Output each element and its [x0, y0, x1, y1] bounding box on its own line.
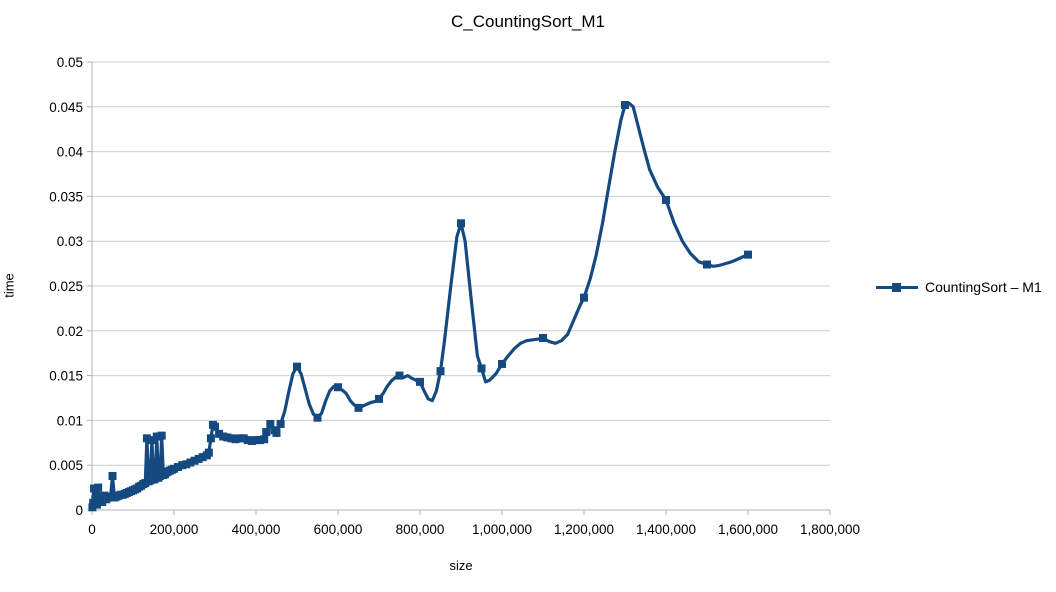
- data-point-marker: [186, 458, 195, 467]
- data-point-marker: [178, 461, 187, 470]
- y-tick-label: 0.02: [57, 324, 83, 339]
- data-point-marker: [293, 362, 301, 371]
- x-tick-label: 800,000: [396, 522, 445, 537]
- series-line: [90, 101, 750, 509]
- x-tick-label: 1,800,000: [800, 522, 860, 537]
- x-axis-title: size: [449, 558, 473, 573]
- data-point-marker: [235, 434, 244, 443]
- legend-label: CountingSort – M1: [925, 279, 1042, 295]
- data-point-marker: [239, 434, 248, 443]
- data-point-marker: [477, 364, 486, 373]
- chart-title: C_CountingSort_M1: [450, 12, 606, 31]
- data-point-marker: [313, 413, 322, 422]
- legend: CountingSort – M1: [876, 279, 1042, 295]
- data-point-marker: [94, 483, 103, 492]
- x-tick-label: 1,400,000: [636, 522, 696, 537]
- x-tick-label: 0: [88, 522, 96, 537]
- data-point-marker: [252, 436, 260, 445]
- y-tick-label: 0.01: [57, 413, 83, 428]
- data-point-marker: [157, 431, 166, 440]
- data-point-marker: [272, 428, 281, 437]
- data-point-marker: [662, 195, 670, 204]
- data-point-marker: [219, 432, 228, 441]
- data-point-marker: [436, 367, 445, 376]
- data-point-marker: [88, 503, 97, 512]
- data-point-marker: [256, 436, 265, 445]
- data-point-marker: [206, 434, 215, 443]
- data-point-marker: [260, 435, 269, 444]
- data-point-marker: [194, 454, 203, 463]
- data-point-marker: [106, 493, 115, 502]
- data-point-marker: [108, 471, 117, 480]
- y-tick-label: 0.03: [57, 234, 83, 249]
- data-point-marker: [395, 371, 404, 380]
- data-point-marker: [223, 433, 232, 442]
- data-point-marker: [744, 250, 752, 259]
- data-point-marker: [152, 432, 161, 441]
- data-point-marker: [580, 293, 588, 302]
- data-point-marker: [375, 394, 383, 403]
- y-tick-label: 0.005: [49, 458, 83, 473]
- data-point-marker: [147, 436, 156, 445]
- x-tick-label: 400,000: [232, 522, 281, 537]
- data-point-marker: [190, 456, 199, 465]
- y-tick-label: 0.025: [49, 279, 83, 294]
- y-axis-title: time: [1, 273, 17, 298]
- y-tick-label: 0.035: [49, 189, 83, 204]
- y-tick-label: 0.015: [49, 369, 83, 384]
- y-tick-label: 0.05: [57, 55, 83, 70]
- x-tick-label: 1,600,000: [718, 522, 778, 537]
- data-point-marker: [231, 435, 240, 444]
- data-point-marker: [215, 429, 224, 438]
- data-point-marker: [170, 464, 178, 473]
- data-point-marker: [276, 419, 285, 428]
- data-point-marker: [91, 495, 100, 504]
- data-point-marker: [204, 448, 213, 457]
- data-point-marker: [182, 460, 191, 469]
- data-point-marker: [498, 359, 506, 368]
- data-point-marker: [142, 434, 151, 443]
- data-point-marker: [266, 419, 275, 428]
- data-point-marker: [174, 462, 183, 471]
- x-tick-label: 1,000,000: [472, 522, 532, 537]
- data-point-marker: [227, 434, 236, 443]
- data-point-marker: [243, 436, 252, 445]
- data-point-marker: [703, 260, 711, 269]
- legend-square-marker-icon: [892, 283, 901, 292]
- data-point-marker: [98, 497, 107, 506]
- legend-line-marker-icon: [876, 279, 918, 295]
- data-point-marker: [457, 219, 465, 228]
- y-tick-label: 0.04: [57, 145, 84, 160]
- y-tick-label: 0.045: [49, 100, 83, 115]
- x-tick-label: 600,000: [314, 522, 363, 537]
- data-point-marker: [262, 428, 271, 437]
- data-point-marker: [211, 422, 219, 431]
- x-tick-label: 1,200,000: [554, 522, 614, 537]
- data-point-marker: [198, 453, 207, 462]
- data-point-marker: [621, 101, 629, 110]
- data-point-marker: [247, 437, 256, 446]
- data-point-marker: [539, 333, 547, 342]
- data-point-marker: [416, 377, 424, 386]
- data-point-marker: [334, 383, 342, 392]
- data-point-marker: [354, 403, 363, 412]
- x-tick-label: 200,000: [150, 522, 199, 537]
- y-tick-label: 0: [75, 503, 83, 518]
